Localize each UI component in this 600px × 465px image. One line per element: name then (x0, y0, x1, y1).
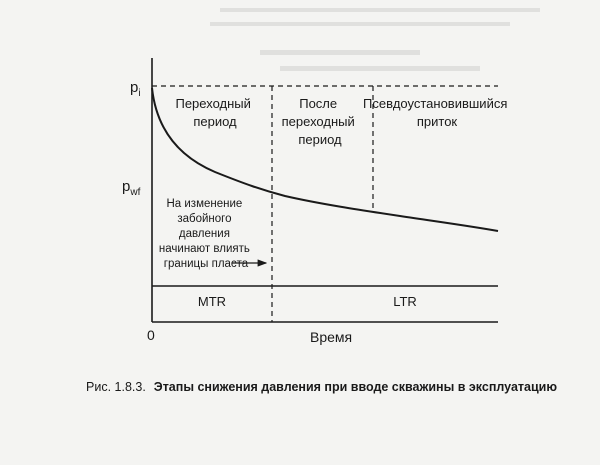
pressure-curve (151, 87, 499, 232)
boundary-note: На изменение забойного давления начинают… (159, 198, 253, 270)
region-pseudosteady-label: Псевдоустановившийся приток (363, 96, 511, 129)
x-axis-label: Время (310, 329, 352, 345)
bleed-through-text (210, 8, 540, 71)
origin-label: 0 (147, 327, 155, 343)
mtr-label: MTR (198, 294, 226, 309)
region-transient-label: Переходный период (175, 96, 254, 129)
pressure-diagram: pi pwf 0 Время Переходный период После п… (122, 58, 511, 345)
pwf-label: pwf (122, 178, 141, 198)
region-late-transient-label: После переходный период (282, 96, 359, 147)
caption-number: Рис. 1.8.3. (86, 380, 146, 394)
figure-caption: Рис. 1.8.3. Этапы снижения давления при в… (86, 380, 586, 394)
ltr-label: LTR (393, 294, 417, 309)
pi-label: pi (130, 79, 141, 99)
caption-title: Этапы снижения давления при вводе скважи… (153, 380, 558, 394)
